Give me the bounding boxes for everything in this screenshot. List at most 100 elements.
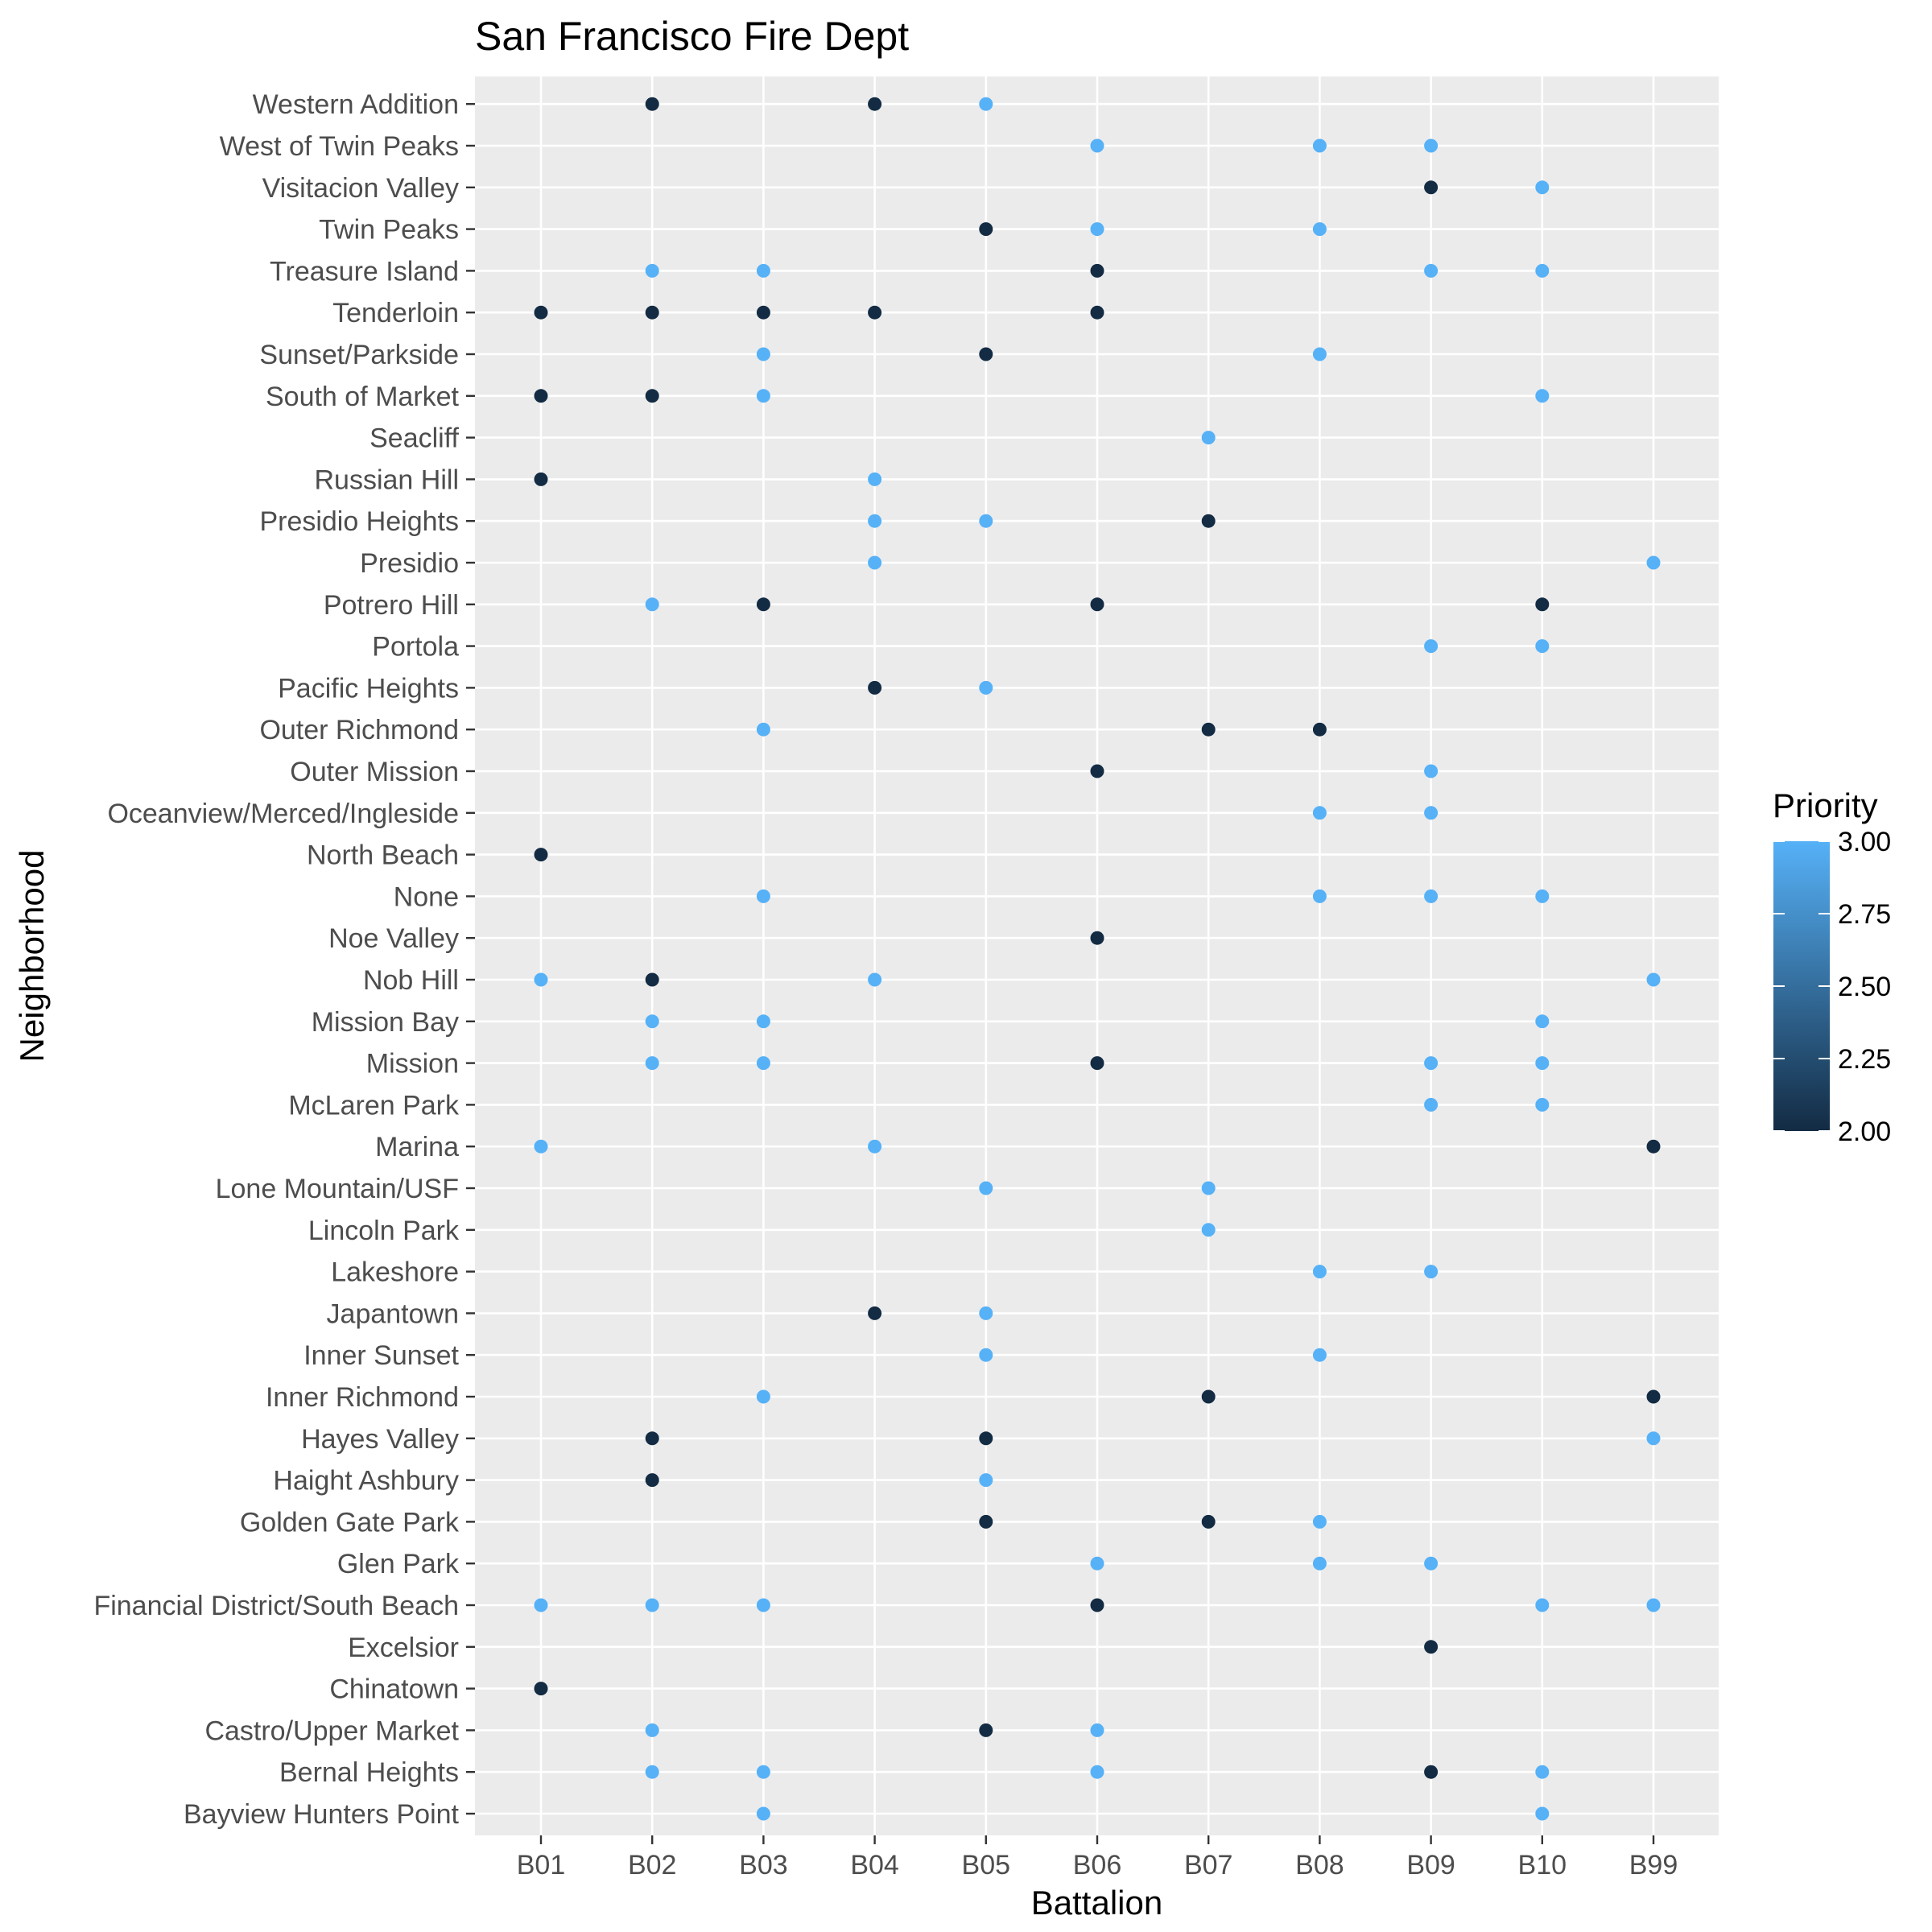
data-point [756,1014,770,1029]
data-point [1535,1014,1550,1029]
data-point [1646,1431,1661,1446]
data-point [868,680,882,695]
y-tick-label: Golden Gate Park [240,1507,460,1538]
color-legend: Priority 2.00 2.25 2.50 2.75 3.00 [1773,786,1891,1147]
y-tick-label: Mission Bay [312,1007,459,1038]
data-point [1090,222,1104,237]
data-point [1090,1056,1104,1071]
data-point [1424,1056,1439,1071]
data-point [979,1181,993,1195]
data-point [1535,389,1550,403]
data-point [979,222,993,237]
data-point [645,597,659,612]
y-tick-label: Nob Hill [363,965,459,996]
x-tick-label: B04 [850,1850,899,1880]
data-point [1312,1348,1327,1362]
x-axis: B01 B02 B03 B04 B05 B06 B07 B08 B09 B10 B99 [517,1835,1678,1880]
y-tick-label: Visitacion Valley [262,173,459,204]
data-point [645,1056,659,1071]
data-point [1090,138,1104,153]
data-point [1201,722,1216,737]
x-tick-label: B01 [517,1850,566,1880]
data-point [1312,347,1327,361]
data-point [1424,806,1439,820]
data-point [979,1306,993,1320]
data-point [979,1431,993,1446]
data-point [534,389,548,403]
data-point [756,389,770,403]
y-tick-label: Seacliff [369,423,459,454]
legend-tick-label: 2.50 [1838,972,1891,1002]
y-tick-label: Oceanview/Merced/Ingleside [107,799,459,829]
y-tick-label: Marina [375,1132,459,1162]
data-point [1535,1097,1550,1112]
data-point [756,263,770,278]
data-point [1312,1556,1327,1571]
x-tick-label: B08 [1295,1850,1344,1880]
x-tick-label: B99 [1629,1850,1678,1880]
data-point [868,97,882,111]
y-tick-label: Glen Park [337,1549,460,1579]
data-point [1312,1514,1327,1529]
data-point [756,1765,770,1779]
y-tick-label: Financial District/South Beach [93,1591,459,1621]
data-point [1424,138,1439,153]
data-point [1201,1514,1216,1529]
data-point [1424,1265,1439,1279]
data-point [645,972,659,987]
data-point [1424,263,1439,278]
data-point [534,1598,548,1612]
x-tick-label: B10 [1518,1850,1567,1880]
data-point [1424,639,1439,654]
data-point [534,1682,548,1696]
data-point [534,1139,548,1154]
data-point [1312,889,1327,903]
y-tick-label: Presidio Heights [259,506,459,537]
x-tick-label: B03 [739,1850,788,1880]
legend-title: Priority [1773,786,1878,824]
data-point [1535,263,1550,278]
y-tick-label: Tenderloin [332,298,459,328]
data-point [1424,180,1439,195]
x-tick-label: B05 [962,1850,1011,1880]
data-point [1424,889,1439,903]
y-tick-label: Western Addition [253,89,459,120]
data-points [534,97,1661,1821]
y-tick-label: Bayview Hunters Point [184,1799,460,1830]
data-point [1312,806,1327,820]
data-point [1424,1765,1439,1779]
data-point [979,1723,993,1737]
y-tick-label: Russian Hill [315,464,460,495]
data-point [1424,1097,1439,1112]
data-point [979,97,993,111]
y-tick-label: Portola [372,632,459,663]
data-point [868,305,882,320]
data-point [645,1598,659,1612]
data-point [1535,1806,1550,1821]
y-tick-label: Castro/Upper Market [204,1715,459,1746]
data-point [1535,889,1550,903]
chart-title: San Francisco Fire Dept [475,14,909,59]
data-point [1312,138,1327,153]
data-point [1646,972,1661,987]
y-tick-label: Inner Richmond [266,1382,459,1413]
data-point [1312,222,1327,237]
y-tick-label: West of Twin Peaks [220,131,459,162]
y-tick-label: Haight Ashbury [273,1466,459,1496]
y-axis-title: Neighborhood [13,850,51,1063]
y-tick-label: Noe Valley [328,923,459,954]
data-point [1535,1056,1550,1071]
data-point [1535,1765,1550,1779]
data-point [756,305,770,320]
data-point [1646,1598,1661,1612]
data-point [979,1514,993,1529]
y-tick-label: Sunset/Parkside [259,340,459,370]
data-point [756,597,770,612]
y-tick-label: Chinatown [329,1674,459,1705]
y-tick-label: Excelsior [348,1633,459,1663]
data-point [756,1598,770,1612]
data-point [979,680,993,695]
y-axis: Bayview Hunters Point Bernal Heights Castr… [93,89,475,1830]
data-point [756,1389,770,1404]
data-point [1090,764,1104,778]
